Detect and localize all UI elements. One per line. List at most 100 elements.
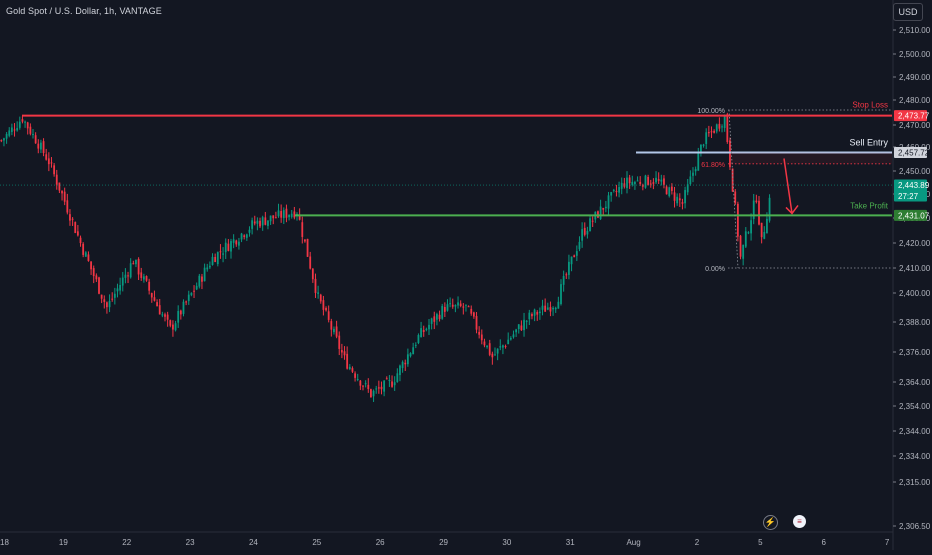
- candle: [628, 174, 631, 189]
- candle-body: [29, 126, 32, 134]
- candle: [274, 211, 277, 219]
- candle-body: [768, 197, 771, 221]
- candle: [98, 276, 100, 295]
- candle: [69, 209, 71, 226]
- candle-body: [364, 383, 367, 385]
- candle-body: [446, 304, 449, 311]
- candle-body: [509, 338, 512, 340]
- candle: [224, 238, 227, 260]
- candle-body: [612, 189, 615, 191]
- time-label: 19: [59, 538, 68, 547]
- candle: [377, 380, 380, 394]
- candle-body: [470, 308, 473, 314]
- candle-body: [103, 299, 106, 302]
- candle: [686, 178, 689, 196]
- candle: [396, 368, 399, 383]
- candle-body: [164, 314, 166, 317]
- candle: [132, 260, 135, 265]
- candle-body: [562, 276, 565, 285]
- candle-body: [744, 231, 747, 247]
- candle: [37, 139, 40, 154]
- candle-body: [377, 387, 380, 389]
- candle-body: [95, 275, 98, 280]
- candle: [362, 385, 364, 391]
- candle: [92, 265, 95, 284]
- candle-body: [34, 135, 37, 144]
- candle-body: [467, 306, 470, 308]
- candle: [623, 177, 626, 189]
- candle-body: [652, 182, 655, 184]
- currency-button[interactable]: USD: [893, 3, 923, 21]
- candle: [370, 388, 372, 398]
- candle: [338, 331, 341, 356]
- candle: [599, 199, 602, 221]
- candle: [55, 169, 58, 190]
- price-tick-label: 2,470.00: [899, 121, 931, 130]
- stop-loss-price-tag: 2,473.77: [894, 110, 930, 122]
- candle-body: [665, 186, 668, 195]
- candle: [90, 261, 92, 275]
- candle-body: [393, 382, 396, 386]
- candle-body: [251, 220, 254, 229]
- candle: [689, 170, 692, 186]
- candle: [573, 254, 576, 258]
- candle-body: [409, 353, 412, 357]
- candle: [694, 166, 697, 176]
- candle-body: [626, 177, 628, 189]
- candle: [420, 321, 422, 338]
- candle: [8, 127, 11, 138]
- candle: [182, 299, 185, 317]
- candle-body: [166, 314, 169, 320]
- candle-body: [3, 138, 5, 141]
- candle: [32, 128, 34, 139]
- candle: [201, 273, 203, 290]
- price-tick-label: 2,500.00: [899, 50, 931, 59]
- candle: [597, 210, 599, 219]
- candle-body: [538, 311, 541, 314]
- candle: [626, 171, 628, 194]
- candle-body: [290, 213, 293, 217]
- candle: [441, 303, 444, 320]
- stop-loss-label: Stop Loss: [852, 101, 888, 110]
- candle: [385, 376, 388, 380]
- candle-body: [45, 154, 48, 160]
- candle: [736, 201, 739, 242]
- candle: [391, 375, 393, 388]
- candle: [346, 346, 349, 370]
- candle-body: [412, 347, 415, 355]
- price-axis[interactable]: 2,510.00 2,500.00 2,490.00 2,480.00 2,470.00…: [892, 0, 932, 550]
- candle: [269, 215, 272, 226]
- candle-body: [406, 354, 409, 365]
- flash-icon[interactable]: ⚡: [763, 515, 778, 530]
- candle: [430, 317, 433, 330]
- candle-body: [285, 208, 288, 218]
- candle: [499, 339, 502, 351]
- candle: [644, 174, 647, 189]
- candle: [414, 342, 417, 349]
- time-axis[interactable]: 18 19 22 23 24 25 26 29 30 31 Aug 2 5 6 7: [0, 531, 893, 547]
- candle-body: [575, 251, 578, 256]
- candle: [604, 200, 607, 213]
- candle: [620, 177, 623, 195]
- candle-body: [604, 206, 607, 209]
- candle: [583, 222, 586, 237]
- candle-body: [16, 128, 19, 131]
- candle-body: [140, 272, 143, 278]
- candle: [684, 186, 686, 209]
- current-price-tag-bg: [894, 179, 927, 202]
- price-tick-label: 2,364.00: [899, 378, 931, 387]
- candle-body: [92, 268, 95, 277]
- candle: [137, 257, 140, 281]
- price-tick-label: 2,410.00: [899, 264, 931, 273]
- candle: [494, 347, 496, 356]
- candle-body: [499, 346, 502, 348]
- drawings[interactable]: Stop Loss Sell Entry Take Profit 100.00% 61.…: [0, 101, 892, 273]
- candle-body: [314, 278, 317, 293]
- price-tick-label: 2,388.00: [899, 318, 931, 327]
- time-label: 18: [0, 538, 9, 547]
- us-flag-icon[interactable]: ≡: [793, 515, 806, 528]
- candle: [758, 196, 760, 226]
- candle: [87, 251, 90, 262]
